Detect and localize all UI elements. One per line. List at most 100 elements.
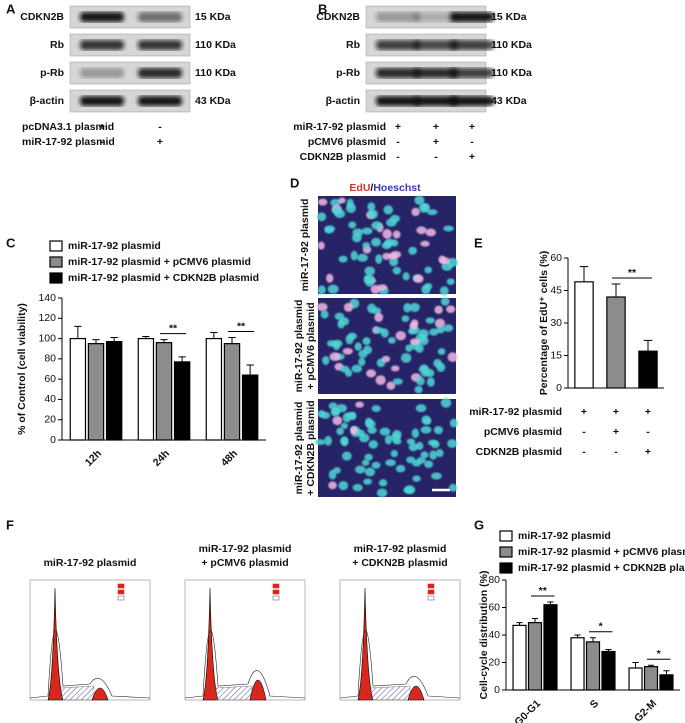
nucleus <box>440 257 450 265</box>
condition-label: miR-17-92 plasmid <box>293 121 386 133</box>
nucleus <box>367 426 377 434</box>
nucleus <box>364 266 376 276</box>
condition-label: miR-17-92 plasmid <box>469 406 562 418</box>
legend-swatch <box>49 256 63 268</box>
nucleus <box>411 428 420 439</box>
legend-box <box>427 595 435 601</box>
nucleus <box>424 460 434 468</box>
band-label: β-actin <box>326 95 360 107</box>
nucleus <box>382 229 392 239</box>
nucleus <box>371 461 381 469</box>
image-row-label: miR-17-92 plasmid <box>293 402 305 495</box>
blot-background <box>69 5 191 29</box>
nucleus <box>413 274 424 283</box>
nucleus <box>364 453 373 461</box>
band-size: 110 KDa <box>195 67 236 79</box>
legend-swatch <box>499 562 513 574</box>
nucleus <box>374 312 384 322</box>
nucleus <box>420 451 429 459</box>
band <box>450 12 494 22</box>
error-bar <box>589 637 597 642</box>
condition-sign: - <box>434 151 438 163</box>
nucleus <box>350 425 358 435</box>
y-axis-label: Cell-cycle distribution (%) <box>478 571 490 700</box>
nucleus <box>348 221 357 229</box>
band <box>80 12 124 22</box>
nucleus <box>371 221 383 230</box>
x-tick-label: G2-M <box>632 697 659 723</box>
s-phase <box>60 685 95 701</box>
error-bar <box>611 283 621 297</box>
nucleus <box>361 459 370 466</box>
legend-label: miR-17-92 plasmid + pCMV6 plasmid <box>68 256 251 268</box>
bar <box>155 342 173 441</box>
nucleus <box>440 398 452 408</box>
nucleus <box>408 442 419 452</box>
nucleus <box>380 328 389 338</box>
histogram-title: + pCMV6 plasmid <box>201 557 288 569</box>
bar <box>659 674 674 691</box>
y-tick-label: 15 <box>550 349 562 361</box>
panel-label: F <box>6 517 14 532</box>
y-tick-label: 140 <box>38 292 56 304</box>
nucleus <box>392 378 403 385</box>
nucleus <box>317 285 326 295</box>
bar <box>87 343 105 441</box>
image-row-label: + pCMV6 plasmid <box>305 302 317 389</box>
condition-sign: - <box>582 426 586 438</box>
nucleus <box>410 319 419 328</box>
condition-sign: + <box>645 406 651 418</box>
nucleus <box>443 225 454 232</box>
blot-background <box>69 61 191 85</box>
condition-sign: + <box>613 426 619 438</box>
y-tick-label: 80 <box>488 574 500 586</box>
x-tick-label: 48h <box>219 448 240 469</box>
nucleus <box>387 337 396 344</box>
error-bar <box>643 339 653 352</box>
condition-sign: - <box>614 446 618 458</box>
nucleus <box>389 214 401 223</box>
nucleus <box>342 347 353 355</box>
legend-box <box>117 595 125 601</box>
band <box>450 40 494 50</box>
significance-label: ** <box>628 267 637 279</box>
title-part: Hoeschst <box>373 182 421 194</box>
nucleus <box>447 352 458 363</box>
nucleus <box>401 315 410 322</box>
nucleus <box>338 197 346 204</box>
nucleus <box>367 209 378 219</box>
nucleus <box>317 241 325 250</box>
condition-sign: + <box>645 446 651 458</box>
blot-background <box>69 33 191 57</box>
band <box>414 12 458 22</box>
condition-label: CDKN2B plasmid <box>300 151 386 163</box>
nucleus <box>416 376 425 386</box>
band <box>376 12 420 22</box>
condition-sign: - <box>646 426 650 438</box>
micrograph <box>318 399 456 497</box>
band <box>376 96 420 106</box>
band <box>376 40 420 50</box>
condition-sign: + <box>469 151 475 163</box>
condition-sign: - <box>158 121 162 133</box>
condition-sign: - <box>396 151 400 163</box>
band-label: CDKN2B <box>20 11 64 23</box>
y-tick-label: 20 <box>488 656 500 668</box>
nucleus <box>340 436 348 446</box>
y-tick-label: 60 <box>550 252 562 264</box>
nucleus <box>409 302 420 312</box>
nucleus <box>367 202 376 212</box>
legend-swatch <box>49 240 63 252</box>
nucleus <box>437 348 446 355</box>
significance-label: * <box>599 621 604 633</box>
band-size: 110 KDa <box>195 39 236 51</box>
nucleus <box>340 365 350 373</box>
band-size: 15 KDa <box>195 11 231 23</box>
nucleus <box>338 255 348 263</box>
g1-peak <box>357 587 374 701</box>
nucleus <box>415 404 427 413</box>
nucleus <box>403 302 412 313</box>
bar <box>105 341 123 441</box>
panel-label: G <box>474 517 484 532</box>
nucleus <box>390 365 400 372</box>
